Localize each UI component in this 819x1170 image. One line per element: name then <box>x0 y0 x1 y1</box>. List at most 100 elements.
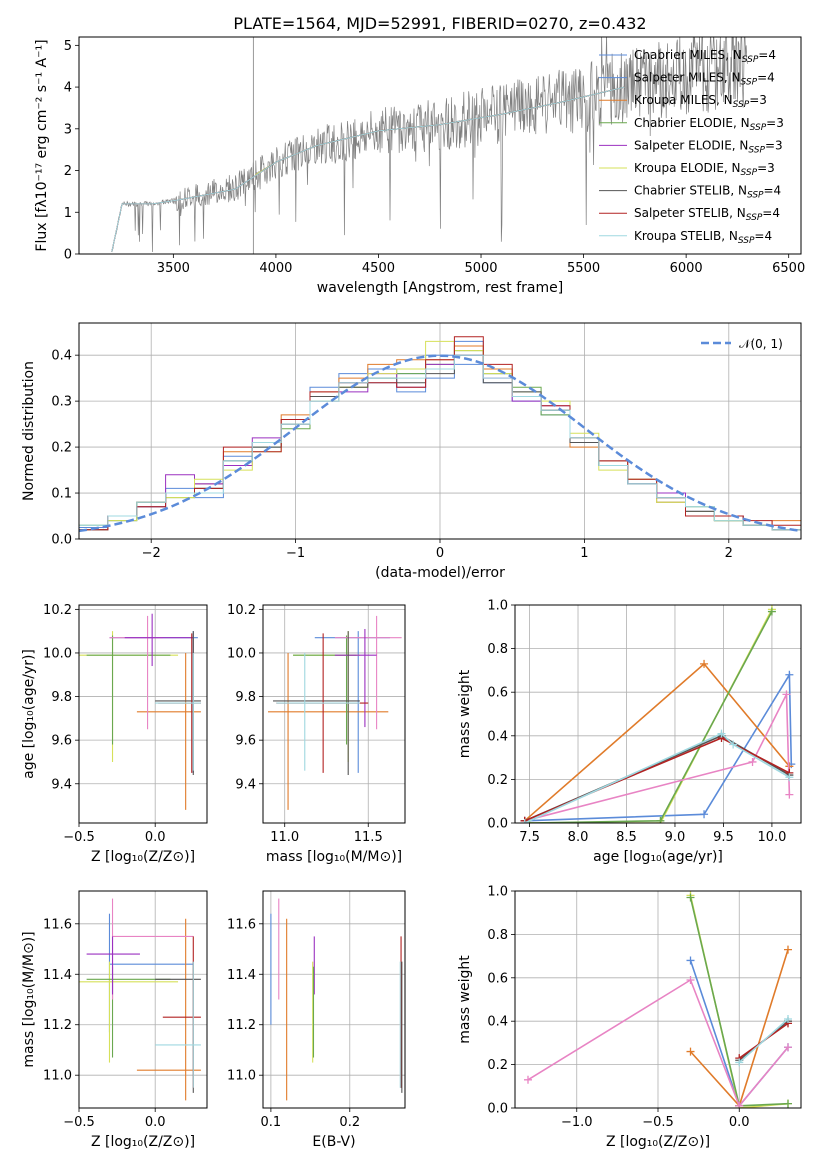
legend-name: Salpeter ELODIE, N <box>634 138 748 152</box>
x-tick-label: 8.5 <box>616 830 637 845</box>
x-tick-label: 3500 <box>157 261 190 276</box>
y-tick-label: 11.6 <box>227 917 256 932</box>
axes-frame <box>78 322 802 540</box>
panel-mass-age: 11.0 11.5 9.4 9.6 9.8 10.0 10.2 mass [log₁₀(M/M… <box>227 603 406 865</box>
legend-entry: Chabrier STELIB, NSSP=4 <box>634 184 781 201</box>
legend-name: Salpeter STELIB, N <box>634 206 746 220</box>
x-axis-label: mass [log₁₀(M/M⊙)] <box>266 849 402 865</box>
legend-suffix: =3 <box>766 116 784 130</box>
legend-subscript: SSP <box>738 236 755 246</box>
legend-entry: Chabrier MILES, NSSP=4 <box>634 48 776 65</box>
weight-line <box>524 694 791 822</box>
plot-area <box>270 898 403 1101</box>
marker-point <box>686 1047 695 1056</box>
y-tick-label: 2 <box>64 164 72 179</box>
plot-area <box>79 613 201 810</box>
legend-suffix: =3 <box>757 161 775 175</box>
axes-frame <box>78 890 208 1109</box>
marker-point <box>784 1099 792 1108</box>
y-tick-label: 9.8 <box>235 690 256 705</box>
x-tick-label: 0.0 <box>145 1115 166 1130</box>
x-tick-label: −2 <box>142 546 161 561</box>
legend-name: Kroupa STELIB, N <box>634 229 738 243</box>
marker-point <box>785 773 794 782</box>
y-axis-label: mass weight <box>457 669 473 758</box>
legend-subscript: SSP <box>741 78 758 88</box>
y-tick-label: 0.8 <box>487 928 508 943</box>
plot-area <box>111 37 748 254</box>
y-tick-label: 9.6 <box>235 734 256 749</box>
legend-name: Chabrier ELODIE, N <box>634 116 750 130</box>
legend-name: Chabrier STELIB, N <box>634 184 747 198</box>
legend-name: Kroupa ELODIE, N <box>634 161 741 175</box>
legend-subscript: SSP <box>733 100 750 110</box>
legend-entry: Kroupa STELIB, NSSP=4 <box>634 229 772 246</box>
data-spectrum-line <box>111 37 748 253</box>
x-axis-label: Z [log₁₀(Z/Z⊙)] <box>91 1134 195 1150</box>
marker-point <box>729 740 738 749</box>
normal-curve <box>79 354 801 533</box>
panel-spectrum: 3500 4000 4500 5000 5500 6000 6500 0 1 2 3 4 5 wavele… <box>34 36 805 296</box>
x-axis-label: age [log₁₀(age/yr)] <box>593 849 723 865</box>
x-tick-label: 11.5 <box>354 830 383 845</box>
x-axis-label: Z [log₁₀(Z/Z⊙)] <box>91 849 195 865</box>
axes-frame <box>262 604 406 824</box>
marker-point <box>748 757 757 766</box>
marker-point <box>782 690 791 699</box>
marker-point <box>717 729 726 738</box>
marker-point <box>784 1043 792 1052</box>
y-tick-label: 10.0 <box>227 646 256 661</box>
plot-area <box>520 605 796 823</box>
legend-subscript: SSP <box>748 145 765 155</box>
y-tick-label: 10.0 <box>43 646 72 661</box>
marker-point <box>656 816 665 823</box>
weight-line <box>524 732 790 823</box>
marker-point <box>686 893 695 902</box>
x-tick-label: −0.5 <box>63 1115 95 1130</box>
panels: 3500 4000 4500 5000 5500 6000 6500 0 1 2 3 4 5 wavele… <box>21 36 805 1150</box>
x-axis-label: wavelength [Angstrom, rest frame] <box>317 280 563 296</box>
y-tick-label: 0.0 <box>487 1102 508 1117</box>
marker-point <box>686 975 695 984</box>
legend-suffix: =4 <box>757 71 775 85</box>
y-tick-label: 0.2 <box>487 1058 508 1073</box>
legend-name: Salpeter MILES, N <box>634 71 741 85</box>
y-axis-label: age [log₁₀(age/yr)] <box>21 649 37 779</box>
legend-suffix: =3 <box>765 138 783 152</box>
y-tick-label: 1.0 <box>487 885 508 900</box>
legend-entry: 𝒩(0, 1) <box>739 337 783 351</box>
marker-point <box>767 607 776 616</box>
y-tick-label: 1 <box>64 206 72 221</box>
x-tick-label: 5500 <box>567 261 600 276</box>
marker-point <box>520 819 529 823</box>
y-tick-label: 0 <box>64 248 72 263</box>
axes-frame <box>262 890 406 1109</box>
marker-point <box>735 1058 744 1067</box>
marker-point <box>785 670 794 679</box>
panel-z-mass: −0.5 0.0 11.0 11.2 11.4 11.6 Z [log₁₀(Z/Z⊙)] ma… <box>21 890 208 1150</box>
marker-point <box>735 1101 744 1108</box>
legend-subscript: SSP <box>742 55 759 65</box>
legend-name: Chabrier MILES, N <box>634 48 742 62</box>
x-tick-label: 4500 <box>362 261 395 276</box>
axes-frame <box>514 604 802 824</box>
plot-area <box>524 891 792 1108</box>
legend-suffix: =4 <box>758 48 776 62</box>
y-tick-label: 0.4 <box>51 349 72 364</box>
legend-entry: Salpeter MILES, NSSP=4 <box>634 71 775 88</box>
y-tick-label: 9.8 <box>51 690 72 705</box>
plot-area <box>268 615 402 810</box>
legend-entry: Kroupa MILES, NSSP=3 <box>634 93 767 110</box>
x-tick-label: 11.0 <box>270 830 299 845</box>
y-tick-label: 11.4 <box>227 968 256 983</box>
marker-point <box>700 659 709 668</box>
x-tick-label: 0.0 <box>145 830 166 845</box>
y-axis-label: Normed distribution <box>21 361 37 501</box>
marker-point <box>686 956 695 965</box>
legend-suffix: =4 <box>754 229 772 243</box>
y-tick-label: 0.2 <box>51 441 72 456</box>
x-tick-label: −1 <box>286 546 305 561</box>
panel-residuals: −2 −1 0 1 2 0.0 0.1 0.2 0.3 0.4 (data-model)/error… <box>21 322 802 581</box>
legend-entry: Salpeter ELODIE, NSSP=3 <box>634 138 783 155</box>
